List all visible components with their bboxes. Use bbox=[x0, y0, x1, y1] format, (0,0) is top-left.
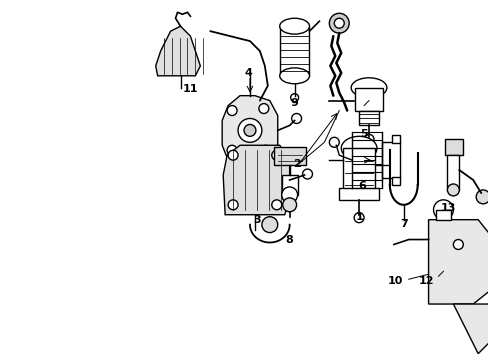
Bar bbox=[343, 148, 375, 190]
Bar bbox=[382, 142, 400, 178]
Circle shape bbox=[447, 184, 459, 196]
Text: 9: 9 bbox=[291, 98, 298, 108]
Text: 10: 10 bbox=[388, 276, 403, 286]
Bar bbox=[436, 210, 451, 220]
Polygon shape bbox=[156, 26, 200, 76]
Bar bbox=[445, 139, 464, 155]
Circle shape bbox=[272, 150, 282, 160]
Text: 8: 8 bbox=[286, 234, 294, 244]
Bar bbox=[355, 88, 383, 111]
Circle shape bbox=[329, 137, 339, 147]
Circle shape bbox=[434, 200, 453, 220]
Bar bbox=[447, 155, 459, 190]
Bar bbox=[274, 147, 306, 165]
Circle shape bbox=[283, 198, 296, 212]
Circle shape bbox=[292, 113, 301, 123]
Circle shape bbox=[227, 145, 237, 155]
Circle shape bbox=[227, 105, 237, 116]
Circle shape bbox=[453, 239, 464, 249]
Ellipse shape bbox=[280, 68, 310, 84]
Polygon shape bbox=[222, 96, 278, 160]
Circle shape bbox=[476, 190, 490, 204]
Circle shape bbox=[261, 145, 271, 155]
Text: 13: 13 bbox=[441, 203, 456, 213]
Circle shape bbox=[291, 94, 298, 102]
Text: 5: 5 bbox=[360, 129, 368, 139]
Text: 2: 2 bbox=[293, 159, 300, 169]
Circle shape bbox=[238, 118, 262, 142]
Circle shape bbox=[334, 18, 344, 28]
Circle shape bbox=[302, 169, 313, 179]
Circle shape bbox=[244, 125, 256, 136]
Bar bbox=[392, 177, 400, 185]
Circle shape bbox=[282, 187, 297, 203]
Ellipse shape bbox=[341, 136, 377, 160]
Polygon shape bbox=[453, 304, 490, 354]
Polygon shape bbox=[223, 145, 290, 215]
Polygon shape bbox=[429, 220, 490, 304]
Text: 6: 6 bbox=[358, 181, 366, 191]
Circle shape bbox=[272, 200, 282, 210]
Text: 1: 1 bbox=[355, 212, 363, 222]
Circle shape bbox=[354, 213, 364, 223]
Bar bbox=[282, 175, 297, 195]
Bar bbox=[392, 135, 400, 143]
Circle shape bbox=[228, 150, 238, 160]
Bar bbox=[359, 111, 379, 125]
Text: 3: 3 bbox=[253, 215, 261, 225]
Bar bbox=[280, 26, 310, 76]
Text: 4: 4 bbox=[244, 68, 252, 78]
Text: 11: 11 bbox=[183, 84, 198, 94]
Ellipse shape bbox=[280, 18, 310, 34]
Circle shape bbox=[364, 134, 374, 144]
Circle shape bbox=[262, 217, 278, 233]
Circle shape bbox=[329, 13, 349, 33]
Ellipse shape bbox=[351, 78, 387, 98]
Text: 7: 7 bbox=[400, 219, 408, 229]
Text: 12: 12 bbox=[419, 276, 434, 286]
Bar bbox=[339, 188, 379, 200]
Circle shape bbox=[228, 200, 238, 210]
Circle shape bbox=[259, 104, 269, 113]
